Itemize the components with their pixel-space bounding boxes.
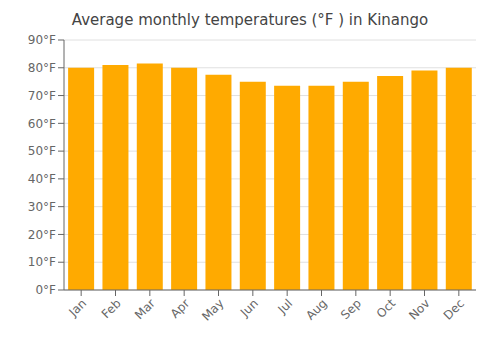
svg-text:Sep: Sep — [338, 296, 364, 322]
svg-text:Dec: Dec — [441, 296, 467, 322]
svg-text:60°F: 60°F — [28, 117, 56, 131]
svg-text:Apr: Apr — [168, 296, 193, 321]
svg-text:70°F: 70°F — [28, 89, 56, 103]
svg-text:Oct: Oct — [374, 296, 399, 321]
svg-text:Aug: Aug — [303, 296, 329, 322]
svg-text:90°F: 90°F — [28, 33, 56, 47]
svg-text:Mar: Mar — [132, 296, 158, 322]
svg-text:Feb: Feb — [99, 296, 124, 321]
svg-text:Jun: Jun — [237, 296, 261, 320]
svg-text:30°F: 30°F — [28, 200, 56, 214]
svg-text:20°F: 20°F — [28, 228, 56, 242]
svg-text:Nov: Nov — [406, 296, 432, 322]
svg-text:40°F: 40°F — [28, 172, 56, 186]
svg-text:Jul: Jul — [274, 296, 295, 317]
svg-text:May: May — [199, 296, 226, 323]
html-text:Average monthly temperatures (: Average monthly temperatures (°F ) in Ki… — [71, 11, 429, 29]
svg-text:10°F: 10°F — [28, 255, 56, 269]
svg-text:Jan: Jan — [66, 296, 90, 320]
svg-text:0°F: 0°F — [35, 283, 56, 297]
svg-text:50°F: 50°F — [28, 144, 56, 158]
svg-text:80°F: 80°F — [28, 61, 56, 75]
